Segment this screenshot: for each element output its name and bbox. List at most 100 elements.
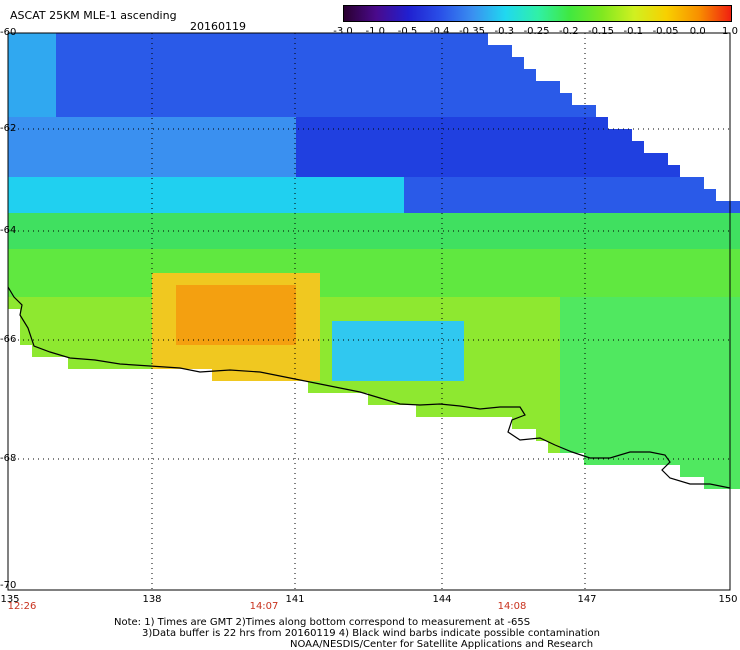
swath-cell — [440, 249, 452, 261]
colorbar-tick-1: -1.0 — [365, 26, 386, 37]
swath-cell — [476, 81, 488, 93]
swath-cell — [248, 129, 260, 141]
swath-cell — [548, 297, 560, 309]
swath-cell — [308, 213, 320, 225]
swath-cell — [356, 57, 368, 69]
swath-cell — [152, 297, 164, 309]
swath-cell — [380, 153, 392, 165]
swath-cell — [548, 201, 560, 213]
swath-cell — [344, 225, 356, 237]
swath-cell — [440, 69, 452, 81]
swath-cell — [464, 81, 476, 93]
swath-cell — [632, 405, 644, 417]
swath-cell — [476, 261, 488, 273]
swath-cell — [560, 417, 572, 429]
swath-cell — [296, 225, 308, 237]
swath-cell — [488, 393, 500, 405]
swath-cell — [716, 405, 728, 417]
swath-cell — [668, 405, 680, 417]
swath-cell — [572, 405, 584, 417]
swath-cell — [284, 261, 296, 273]
swath-cell — [584, 297, 596, 309]
swath-cell — [92, 345, 104, 357]
swath-cell — [44, 189, 56, 201]
swath-cell — [296, 165, 308, 177]
swath-cell — [260, 309, 272, 321]
swath-cell — [56, 297, 68, 309]
swath-cell — [44, 249, 56, 261]
swath-cell — [476, 225, 488, 237]
swath-cell — [728, 441, 740, 453]
swath-cell — [680, 273, 692, 285]
swath-cell — [224, 93, 236, 105]
swath-cell — [656, 285, 668, 297]
swath-cell — [20, 93, 32, 105]
swath-cell — [80, 261, 92, 273]
swath-cell — [464, 225, 476, 237]
swath-cell — [488, 57, 500, 69]
swath-cell — [308, 273, 320, 285]
swath-cell — [428, 117, 440, 129]
swath-cell — [440, 321, 452, 333]
swath-cell — [116, 153, 128, 165]
swath-cell — [296, 153, 308, 165]
swath-cell — [488, 177, 500, 189]
swath-cell — [140, 117, 152, 129]
swath-cell — [188, 201, 200, 213]
swath-cell — [392, 93, 404, 105]
swath-cell — [416, 297, 428, 309]
swath-cell — [572, 333, 584, 345]
swath-cell — [200, 57, 212, 69]
swath-cell — [704, 441, 716, 453]
swath-cell — [152, 57, 164, 69]
swath-cell — [632, 189, 644, 201]
swath-cell — [68, 93, 80, 105]
swath-cell — [560, 225, 572, 237]
swath-cell — [212, 177, 224, 189]
swath-cell — [224, 249, 236, 261]
swath-cell — [248, 309, 260, 321]
swath-cell — [560, 117, 572, 129]
swath-cell — [620, 261, 632, 273]
swath-cell — [656, 393, 668, 405]
swath-cell — [200, 141, 212, 153]
swath-cell — [344, 45, 356, 57]
swath-cell — [548, 273, 560, 285]
swath-cell — [416, 273, 428, 285]
swath-cell — [116, 141, 128, 153]
swath-cell — [440, 33, 452, 45]
swath-cell — [128, 345, 140, 357]
swath-cell — [92, 153, 104, 165]
swath-cell — [476, 357, 488, 369]
swath-cell — [416, 225, 428, 237]
swath-cell — [212, 321, 224, 333]
swath-cell — [704, 249, 716, 261]
swath-cell — [380, 297, 392, 309]
swath-cell — [140, 273, 152, 285]
swath-cell — [44, 225, 56, 237]
swath-cell — [644, 249, 656, 261]
swath-cell — [524, 285, 536, 297]
swath-cell — [380, 93, 392, 105]
swath-cell — [464, 249, 476, 261]
swath-cell — [332, 105, 344, 117]
swath-cell — [56, 69, 68, 81]
swath-cell — [524, 189, 536, 201]
swath-cell — [644, 453, 656, 465]
swath-cell — [32, 297, 44, 309]
swath-cell — [320, 93, 332, 105]
swath-cell — [68, 45, 80, 57]
swath-cell — [80, 105, 92, 117]
swath-cell — [464, 261, 476, 273]
colorbar-tick-9: -0.1 — [623, 26, 644, 37]
swath-cell — [680, 177, 692, 189]
swath-cell — [632, 285, 644, 297]
swath-cell — [608, 237, 620, 249]
swath-cell — [440, 189, 452, 201]
swath-cell — [344, 249, 356, 261]
swath-cell — [116, 273, 128, 285]
swath-cell — [116, 45, 128, 57]
swath-cell — [500, 153, 512, 165]
swath-cell — [404, 57, 416, 69]
lon-label-147: 147 — [577, 594, 597, 605]
